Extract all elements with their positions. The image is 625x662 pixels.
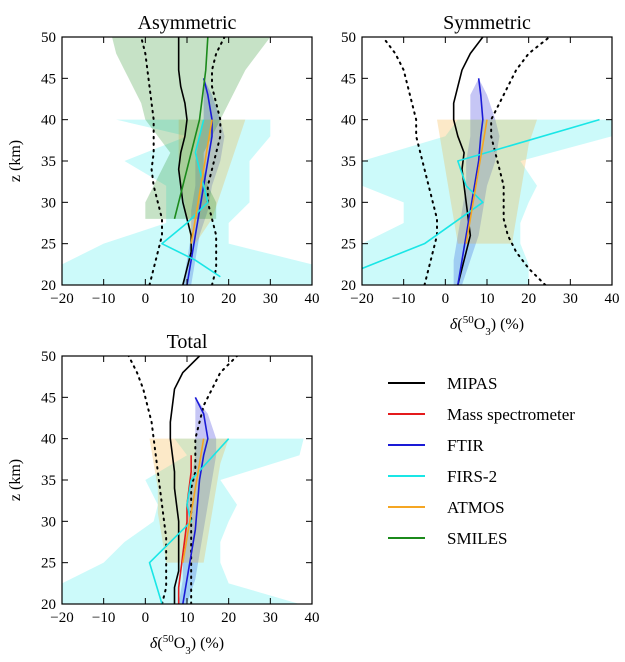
legend-label: FTIR	[447, 436, 485, 455]
series-mipas-bound	[490, 37, 551, 285]
band-firs-2	[62, 438, 304, 604]
x-tick-label: −20	[350, 291, 373, 307]
panel-symmetric: −20 −10 0 10 20 30 40 20 25 30 35 40 45 50 Symmetric δ(…	[341, 12, 620, 338]
series-atmos-line	[190, 119, 213, 244]
series-mass-spectrometer-line	[177, 455, 192, 604]
x-tick-label: 0	[142, 610, 150, 626]
legend-label: SMILES	[447, 529, 507, 548]
panel-title: Total	[167, 331, 208, 353]
plot-area	[62, 356, 304, 604]
x-tick-label: 10	[180, 291, 195, 307]
series-mipas-bound	[127, 356, 168, 604]
series-mipas-bound	[140, 37, 163, 285]
panel-total: −20 −10 0 10 20 30 40 20 25 30 35 40 45 50 Total z (km)…	[7, 331, 320, 657]
x-tick-label: −10	[92, 291, 115, 307]
x-tick-label: −10	[392, 291, 415, 307]
y-tick-label: 45	[341, 71, 356, 87]
plot-area	[62, 37, 312, 285]
x-tick-label: −10	[92, 610, 115, 626]
series-ftir-line	[182, 396, 209, 604]
y-tick-label: 20	[41, 597, 56, 613]
y-tick-label: 25	[41, 556, 56, 572]
legend-label: FIRS-2	[447, 467, 497, 486]
x-tick-label: 40	[605, 291, 620, 307]
band-firs-2	[62, 119, 312, 285]
series-atmos-line	[465, 119, 488, 244]
x-tick-label: 0	[442, 291, 450, 307]
series-ftir-line	[186, 78, 213, 285]
y-tick-label: 30	[341, 195, 356, 211]
legend-label: MIPAS	[447, 374, 497, 393]
y-tick-label: 25	[341, 237, 356, 253]
y-tick-label: 45	[41, 71, 56, 87]
x-tick-label: 20	[221, 291, 236, 307]
x-axis-label: δ(50O3) (%)	[150, 633, 224, 657]
x-tick-label: 40	[305, 610, 320, 626]
series-mipas-line	[169, 356, 201, 604]
y-tick-label: 35	[341, 154, 356, 170]
series-ftir-line	[457, 78, 484, 285]
panel-title: Symmetric	[443, 12, 531, 34]
y-tick-label: 20	[341, 278, 356, 294]
x-tick-label: 10	[180, 610, 195, 626]
series-mipas-line	[452, 37, 484, 285]
series-atmos-line	[182, 438, 205, 563]
panel-title: Asymmetric	[138, 12, 237, 34]
y-axis-label: z (km)	[7, 140, 24, 182]
x-axis-label: δ(50O3) (%)	[450, 314, 524, 338]
y-tick-label: 50	[341, 30, 356, 46]
y-tick-label: 50	[41, 349, 56, 365]
y-tick-label: 35	[41, 154, 56, 170]
y-tick-label: 40	[41, 432, 56, 448]
legend: MIPAS Mass spectrometer FTIR FIRS-2 ATMOS SMI…	[388, 374, 575, 548]
series-smiles-line	[173, 37, 209, 220]
x-tick-label: 30	[263, 610, 278, 626]
x-tick-label: 20	[521, 291, 536, 307]
series-firs-2-line	[161, 119, 221, 278]
y-tick-label: 30	[41, 195, 56, 211]
legend-label: ATMOS	[447, 498, 505, 517]
y-tick-label: 50	[41, 30, 56, 46]
y-tick-label: 40	[341, 113, 356, 129]
x-tick-label: 30	[563, 291, 578, 307]
band-atmos	[149, 438, 229, 563]
y-tick-label: 30	[41, 514, 56, 530]
legend-label: Mass spectrometer	[447, 405, 575, 424]
x-tick-label: 10	[480, 291, 495, 307]
y-tick-label: 35	[41, 473, 56, 489]
panel-asymmetric: −20 −10 0 10 20 30 40 20 25 30 35 40 45 50 Asymmetric z…	[7, 12, 320, 307]
y-tick-label: 40	[41, 113, 56, 129]
x-tick-label: 40	[305, 291, 320, 307]
y-tick-label: 25	[41, 237, 56, 253]
y-tick-label: 20	[41, 278, 56, 294]
x-tick-label: 20	[221, 610, 236, 626]
legend-entry-smiles: SMILES	[388, 529, 507, 548]
y-tick-label: 45	[41, 390, 56, 406]
x-tick-label: −20	[50, 610, 73, 626]
x-tick-label: 0	[142, 291, 150, 307]
legend-entry-atmos: ATMOS	[388, 498, 505, 517]
legend-entry-mass-spectrometer: Mass spectrometer	[388, 405, 575, 424]
x-tick-label: −20	[50, 291, 73, 307]
legend-entry-ftir: FTIR	[388, 436, 485, 455]
band-atmos	[437, 119, 537, 244]
plot-area	[362, 37, 612, 285]
band-smiles	[112, 37, 271, 219]
series-mipas-bound	[190, 356, 238, 604]
x-tick-label: 30	[263, 291, 278, 307]
legend-entry-mipas: MIPAS	[388, 374, 497, 393]
legend-entry-firs-2: FIRS-2	[388, 467, 497, 486]
y-axis-label: z (km)	[7, 459, 24, 501]
